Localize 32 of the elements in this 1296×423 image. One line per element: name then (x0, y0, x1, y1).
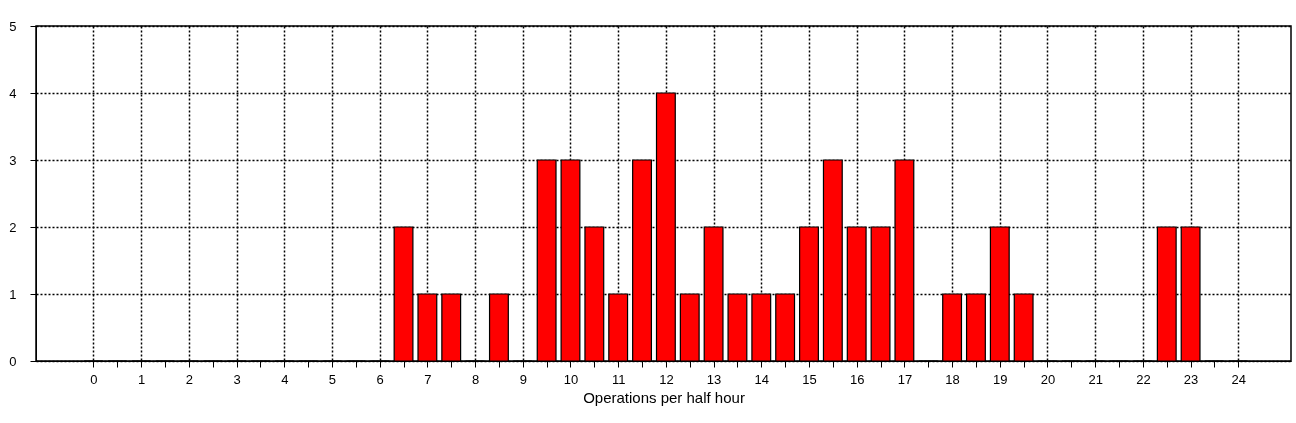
y-tick-label: 5 (9, 18, 17, 34)
x-tick-label: 18 (945, 371, 960, 387)
x-tick-label: 20 (1040, 371, 1056, 387)
x-tick-label: 7 (424, 371, 432, 387)
y-tick-label: 2 (9, 219, 17, 235)
x-tick-label: 13 (706, 371, 722, 387)
y-tick-label: 1 (9, 286, 17, 302)
x-tick-label: 5 (328, 371, 337, 387)
x-tick-label: 22 (1136, 371, 1151, 387)
x-tick-label: 8 (471, 371, 480, 387)
x-tick-label: 23 (1183, 371, 1199, 387)
x-tick-label: 14 (754, 371, 770, 387)
y-tick-label: 4 (9, 85, 17, 101)
x-tick-label: 0 (90, 371, 98, 387)
x-tick-label: 2 (185, 371, 193, 387)
x-tick-label: 10 (563, 371, 579, 387)
y-tick-label: 3 (9, 152, 17, 168)
y-tick-label: 0 (9, 353, 17, 369)
x-tick-label: 6 (376, 371, 384, 387)
x-tick-label: 4 (281, 371, 289, 387)
x-tick-label: 16 (849, 371, 865, 387)
x-tick-label: 3 (233, 371, 241, 387)
x-tick-label: 9 (519, 371, 527, 387)
x-tick-label: 24 (1231, 371, 1247, 387)
x-tick-label: 19 (993, 371, 1008, 387)
x-tick-label: 1 (138, 371, 146, 387)
x-tick-label: 12 (659, 371, 674, 387)
x-tick-label: 11 (611, 371, 626, 387)
x-tick-label: 17 (897, 371, 913, 387)
x-axis-title: Operations per half hour (583, 388, 745, 406)
x-tick-label: 15 (802, 371, 817, 387)
x-tick-label: 21 (1088, 371, 1103, 387)
